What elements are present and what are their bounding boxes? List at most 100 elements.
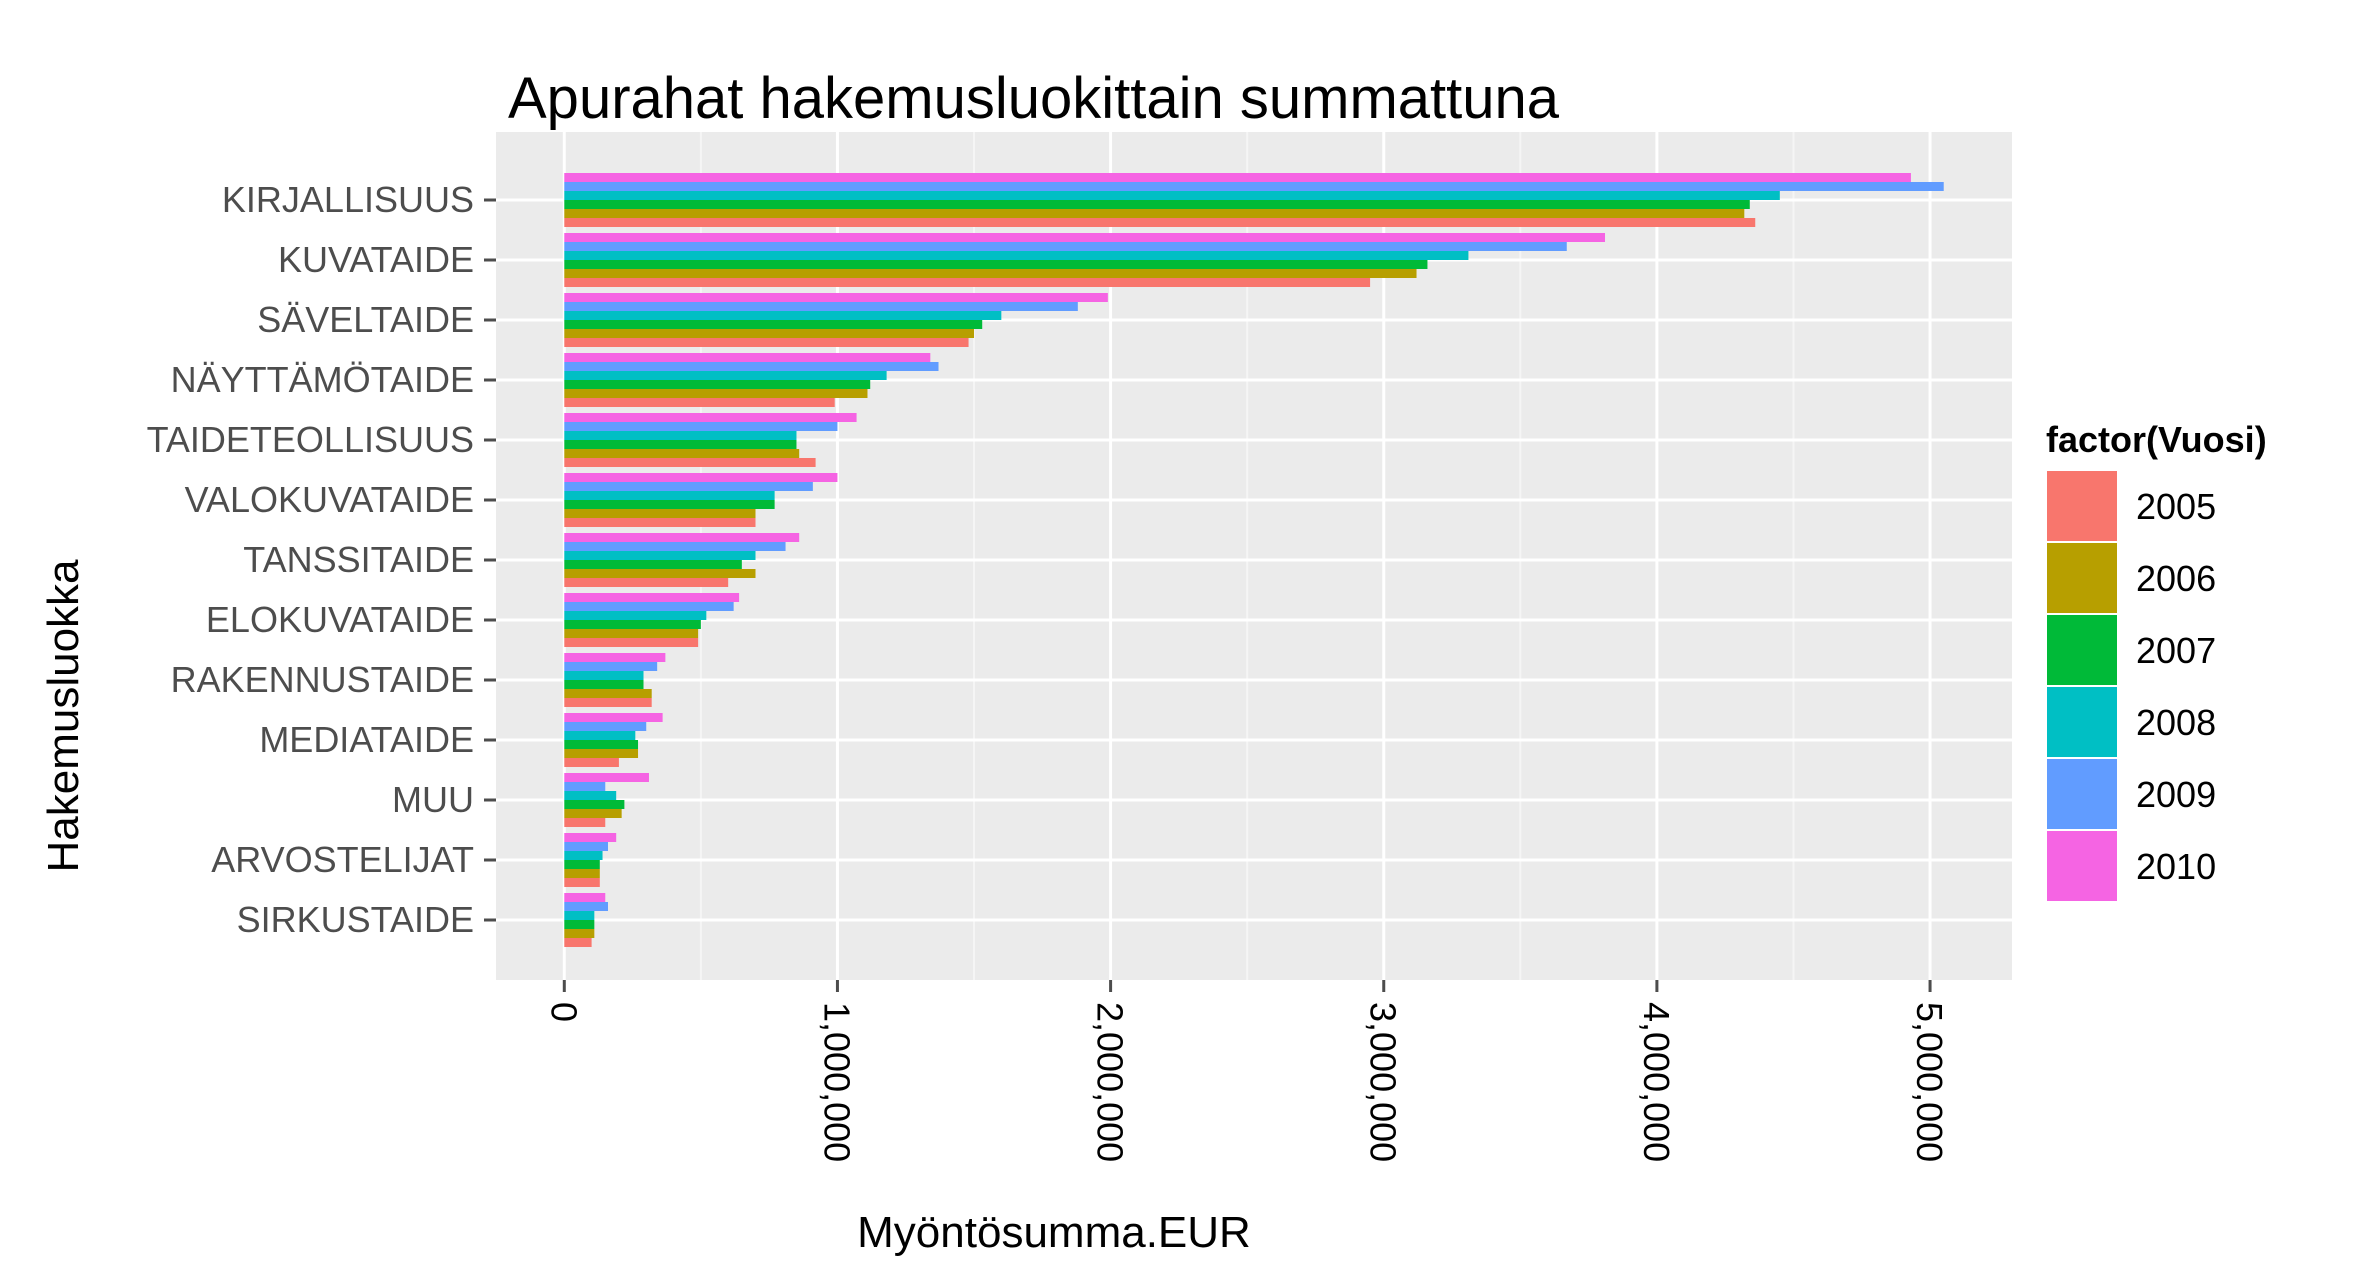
bar-2010-näyttämötaide bbox=[564, 353, 931, 362]
legend-label: 2008 bbox=[2136, 702, 2216, 743]
bar-2007-elokuvataide bbox=[564, 620, 701, 629]
y-tick-label: SIRKUSTAIDE bbox=[237, 899, 474, 940]
bar-2008-sirkustaide bbox=[564, 911, 595, 920]
bar-2009-kirjallisuus bbox=[564, 182, 1944, 191]
bar-2009-rakennustaide bbox=[564, 662, 658, 671]
bar-2010-muu bbox=[564, 773, 649, 782]
bar-2009-kuvataide bbox=[564, 242, 1567, 251]
bar-2008-mediataide bbox=[564, 731, 636, 740]
bar-2010-rakennustaide bbox=[564, 653, 666, 662]
bar-2006-muu bbox=[564, 809, 622, 818]
bar-2008-tanssitaide bbox=[564, 551, 756, 560]
bar-2006-kuvataide bbox=[564, 269, 1417, 278]
bar-2006-valokuvataide bbox=[564, 509, 756, 518]
bar-2006-mediataide bbox=[564, 749, 639, 758]
bar-2007-taideteollisuus bbox=[564, 440, 797, 449]
legend-swatch bbox=[2047, 471, 2117, 541]
bar-2006-näyttämötaide bbox=[564, 389, 868, 398]
x-tick-label: 0 bbox=[543, 1002, 584, 1022]
bar-2005-elokuvataide bbox=[564, 638, 699, 647]
y-tick-label: KUVATAIDE bbox=[278, 239, 474, 280]
bar-2010-arvostelijat bbox=[564, 833, 617, 842]
bar-2005-näyttämötaide bbox=[564, 398, 835, 407]
bar-2005-tanssitaide bbox=[564, 578, 729, 587]
bar-2006-rakennustaide bbox=[564, 689, 652, 698]
bar-2005-rakennustaide bbox=[564, 698, 652, 707]
bar-2009-mediataide bbox=[564, 722, 647, 731]
bar-2007-rakennustaide bbox=[564, 680, 644, 689]
bar-2010-taideteollisuus bbox=[564, 413, 857, 422]
bar-2005-kirjallisuus bbox=[564, 218, 1756, 227]
bar-2008-kirjallisuus bbox=[564, 191, 1780, 200]
bar-2008-elokuvataide bbox=[564, 611, 707, 620]
y-tick-label: TAIDETEOLLISUUS bbox=[147, 419, 474, 460]
bar-2009-valokuvataide bbox=[564, 482, 813, 491]
y-tick-label: ELOKUVATAIDE bbox=[206, 599, 474, 640]
bar-2010-mediataide bbox=[564, 713, 663, 722]
legend-swatch bbox=[2047, 831, 2117, 901]
x-tick-label: 1,000,000 bbox=[816, 1002, 857, 1162]
y-tick-label: MEDIATAIDE bbox=[259, 719, 474, 760]
y-tick-label: SÄVELTAIDE bbox=[257, 299, 474, 340]
bar-2006-sirkustaide bbox=[564, 929, 595, 938]
bar-2007-näyttämötaide bbox=[564, 380, 871, 389]
bar-2009-säveltaide bbox=[564, 302, 1078, 311]
bar-2007-säveltaide bbox=[564, 320, 983, 329]
legend-label: 2009 bbox=[2136, 774, 2216, 815]
x-tick-label: 3,000,000 bbox=[1363, 1002, 1404, 1162]
bar-2007-arvostelijat bbox=[564, 860, 600, 869]
bar-2008-rakennustaide bbox=[564, 671, 644, 680]
bar-2009-näyttämötaide bbox=[564, 362, 939, 371]
bar-2008-muu bbox=[564, 791, 617, 800]
bar-2006-arvostelijat bbox=[564, 869, 600, 878]
bars-layer bbox=[564, 173, 1944, 947]
bar-2007-sirkustaide bbox=[564, 920, 595, 929]
y-tick-label: NÄYTTÄMÖTAIDE bbox=[171, 359, 474, 400]
legend: factor(Vuosi) 2005 2006 2007 2008 2009 2010 bbox=[2045, 419, 2267, 903]
y-axis-title: Hakemusluokka bbox=[39, 559, 88, 873]
legend-swatch bbox=[2047, 615, 2117, 685]
x-tick-label: 4,000,000 bbox=[1636, 1002, 1677, 1162]
bar-2007-mediataide bbox=[564, 740, 639, 749]
bar-2008-arvostelijat bbox=[564, 851, 603, 860]
y-tick-label: RAKENNUSTAIDE bbox=[171, 659, 474, 700]
y-tick-label: VALOKUVATAIDE bbox=[185, 479, 474, 520]
bar-2005-muu bbox=[564, 818, 606, 827]
bar-2010-säveltaide bbox=[564, 293, 1108, 302]
bar-2009-arvostelijat bbox=[564, 842, 608, 851]
bar-2007-tanssitaide bbox=[564, 560, 742, 569]
y-tick-label: ARVOSTELIJAT bbox=[211, 839, 474, 880]
bar-2010-kuvataide bbox=[564, 233, 1606, 242]
legend-swatch bbox=[2047, 687, 2117, 757]
bar-2008-taideteollisuus bbox=[564, 431, 797, 440]
bar-2007-valokuvataide bbox=[564, 500, 775, 509]
bar-2010-elokuvataide bbox=[564, 593, 740, 602]
x-axis: 0 1,000,000 2,000,000 3,000,000 4,000,000 5,0… bbox=[543, 980, 1950, 1162]
legend-swatch bbox=[2047, 759, 2117, 829]
legend-label: 2010 bbox=[2136, 846, 2216, 887]
bar-2005-valokuvataide bbox=[564, 518, 756, 527]
legend-label: 2006 bbox=[2136, 558, 2216, 599]
bar-2005-kuvataide bbox=[564, 278, 1371, 287]
bar-2006-tanssitaide bbox=[564, 569, 756, 578]
bar-2009-tanssitaide bbox=[564, 542, 786, 551]
legend-label: 2005 bbox=[2136, 486, 2216, 527]
bar-2006-säveltaide bbox=[564, 329, 975, 338]
bar-2006-kirjallisuus bbox=[564, 209, 1745, 218]
bar-2005-mediataide bbox=[564, 758, 619, 767]
bar-2006-elokuvataide bbox=[564, 629, 699, 638]
bar-2009-elokuvataide bbox=[564, 602, 734, 611]
bar-2008-säveltaide bbox=[564, 311, 1002, 320]
y-tick-label: MUU bbox=[392, 779, 474, 820]
bar-2007-kirjallisuus bbox=[564, 200, 1750, 209]
bar-2007-kuvataide bbox=[564, 260, 1428, 269]
bar-2008-näyttämötaide bbox=[564, 371, 887, 380]
legend-swatch bbox=[2047, 543, 2117, 613]
bar-2009-muu bbox=[564, 782, 606, 791]
bar-2008-valokuvataide bbox=[564, 491, 775, 500]
bar-2005-säveltaide bbox=[564, 338, 969, 347]
bar-2009-sirkustaide bbox=[564, 902, 608, 911]
bar-2005-taideteollisuus bbox=[564, 458, 816, 467]
bar-2010-kirjallisuus bbox=[564, 173, 1911, 182]
bar-2009-taideteollisuus bbox=[564, 422, 838, 431]
